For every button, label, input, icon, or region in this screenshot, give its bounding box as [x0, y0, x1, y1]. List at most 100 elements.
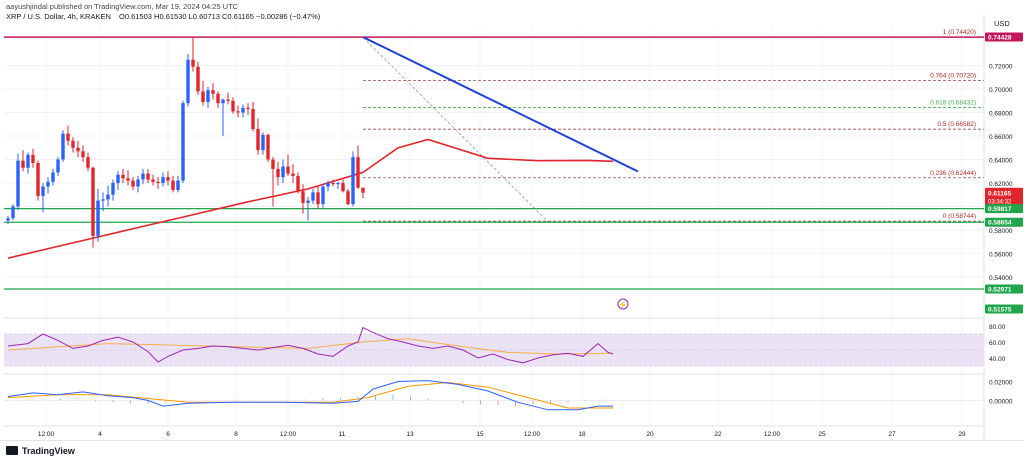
- x-tick-label: 15: [476, 431, 484, 438]
- candle-body: [31, 154, 35, 164]
- candle-body: [36, 163, 40, 196]
- x-tick-label: 4: [98, 431, 102, 438]
- x-tick-label: 12:00: [524, 431, 541, 438]
- support-label: 0.59817: [988, 206, 1012, 213]
- candle-body: [321, 186, 325, 205]
- candle-body: [146, 173, 150, 180]
- symbol-line: XRP / U.S. Dollar, 4h, KRAKEN: [6, 12, 111, 21]
- candle-body: [346, 191, 350, 205]
- support-label: 0.58654: [988, 220, 1012, 227]
- candle-body: [286, 166, 290, 174]
- tradingview-logo-text: TradingView: [22, 446, 75, 456]
- fib-level-label: 0.618 (0.68432): [930, 99, 976, 106]
- candle-body: [171, 180, 175, 191]
- candle-body: [261, 134, 265, 151]
- currency-label: USD: [994, 19, 1010, 28]
- trendline[interactable]: [362, 36, 639, 173]
- y-tick-label: 0.66000: [989, 134, 1013, 141]
- fib-level-label: 0.236 (0.62444): [930, 170, 976, 177]
- candle-body: [251, 109, 255, 129]
- candle-body: [6, 218, 10, 221]
- support-label: 0.51575: [988, 306, 1012, 313]
- candle-body: [86, 157, 90, 168]
- footer: [0, 440, 1024, 462]
- x-tick-label: 18: [578, 431, 586, 438]
- candle-body: [11, 206, 15, 219]
- candle-body: [56, 159, 60, 173]
- y-tick-label: 0.72000: [989, 64, 1013, 71]
- candle-body: [76, 147, 80, 152]
- tradingview-logo-icon: [6, 446, 18, 455]
- candle-body: [136, 179, 140, 187]
- macd-pane: [4, 380, 984, 411]
- support-label-bg: [985, 204, 1023, 214]
- candle-body: [281, 166, 285, 178]
- macd-line: [7, 380, 613, 411]
- candle-body: [46, 181, 50, 187]
- candle-body: [311, 192, 315, 201]
- candle-body: [186, 59, 190, 104]
- candle-body: [211, 90, 215, 94]
- tradingview-logo[interactable]: TradingView: [6, 446, 75, 456]
- support-label: 0.52971: [988, 286, 1012, 293]
- support-lines[interactable]: [4, 208, 984, 290]
- candle-body: [111, 182, 115, 195]
- lightning-icon: ⚡: [619, 300, 628, 309]
- fib-anchor-line: [362, 37, 549, 223]
- candle-body: [191, 59, 195, 67]
- support-label-bg: [985, 284, 1023, 294]
- time-axis[interactable]: 12:00 4 6 8 12:00 11 13 15 12:00 18 20 22 12:00 25 27 2…: [38, 431, 966, 438]
- candle-body: [106, 194, 110, 200]
- candle-body: [151, 179, 155, 182]
- top-level-label: 0.74428: [988, 34, 1012, 41]
- fib-level-label: 0.5 (0.66582): [937, 121, 976, 128]
- candle-body: [326, 182, 330, 187]
- candle-body: [296, 175, 300, 192]
- x-tick-label: 6: [166, 431, 170, 438]
- candle-body: [306, 200, 310, 203]
- candle-body: [41, 186, 45, 196]
- candle-body: [206, 90, 210, 102]
- candles: [6, 37, 365, 248]
- current-price-label: 0.61165: [988, 190, 1012, 197]
- price-axis[interactable]: USD 0.72000 0.70000 0.68000 0.66000 0.64000 0.…: [985, 19, 1023, 405]
- candle-body: [271, 159, 275, 169]
- candle-body: [181, 103, 185, 181]
- x-tick-label: 12:00: [764, 431, 781, 438]
- candle-body: [121, 174, 125, 179]
- support-label-bg: [985, 304, 1023, 314]
- y-tick-label: 0.68000: [989, 111, 1013, 118]
- candle-body: [216, 93, 220, 104]
- ema-line: [7, 138, 614, 259]
- x-tick-label: 29: [958, 431, 966, 438]
- markers[interactable]: ⚡: [617, 298, 629, 310]
- candle-body: [141, 173, 145, 180]
- candle-body: [16, 160, 20, 207]
- macd-signal-line: [7, 381, 613, 409]
- candle-body: [361, 187, 365, 193]
- candle-body: [256, 128, 260, 151]
- fib-retracement[interactable]: 1 (0.74420) 0.764 (0.70720) 0.618 (0.68432…: [4, 29, 984, 223]
- candle-body: [81, 151, 85, 158]
- x-tick-label: 20: [646, 431, 654, 438]
- x-tick-label: 8: [234, 431, 238, 438]
- rsi-ma-line: [7, 338, 614, 355]
- y-tick-label: 0.70000: [989, 87, 1013, 94]
- x-tick-label: 22: [714, 431, 722, 438]
- candle-body: [276, 168, 280, 178]
- rsi-line: [7, 326, 614, 364]
- candle-body: [96, 200, 100, 236]
- candle-body: [236, 111, 240, 113]
- y-tick-label: 0.56000: [989, 251, 1013, 258]
- candle-body: [291, 173, 295, 176]
- candle-body: [71, 140, 75, 148]
- fib-level-label: 1 (0.74420): [943, 29, 976, 36]
- x-tick-label: 12:00: [38, 431, 55, 438]
- candle-body: [26, 154, 30, 168]
- countdown-label: 03:34:32: [988, 199, 1012, 205]
- candle-body: [231, 100, 235, 112]
- bearish-trendline: [362, 36, 639, 173]
- candle-body: [131, 180, 135, 187]
- candle-body: [66, 133, 70, 141]
